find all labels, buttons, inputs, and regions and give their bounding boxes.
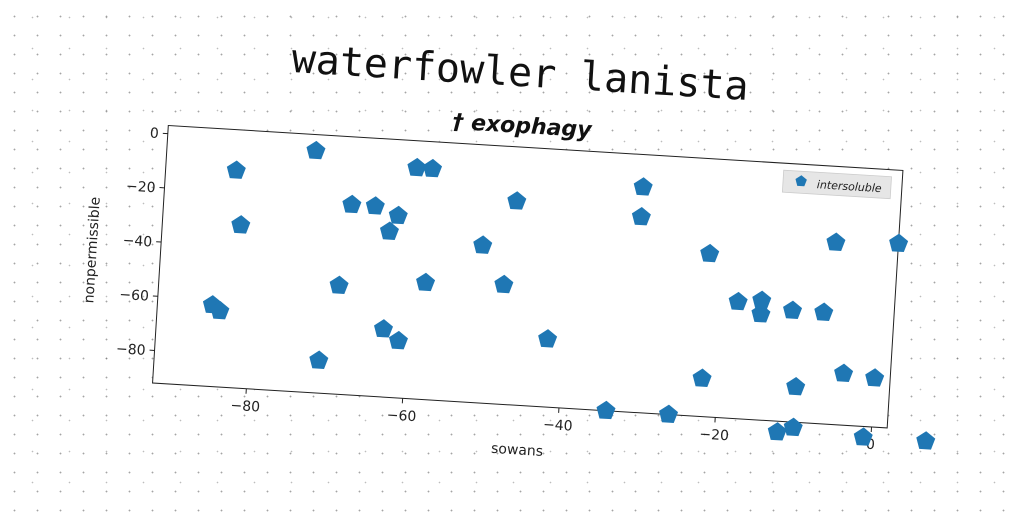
data-point xyxy=(407,157,427,177)
y-axis-label: nonpermissible xyxy=(81,196,103,303)
y-tick-label: −80 xyxy=(116,341,146,359)
data-point xyxy=(342,194,362,214)
axis-ticks: −80 −60 −40 −20 0 0 −20 −40 −60 −80 xyxy=(116,126,876,454)
data-point xyxy=(309,350,329,369)
x-axis-label: sowans xyxy=(491,441,544,460)
data-point xyxy=(538,329,558,348)
x-tick-label: −40 xyxy=(543,417,573,435)
data-point xyxy=(889,233,909,253)
data-point xyxy=(494,274,514,294)
data-point xyxy=(507,191,527,210)
data-point xyxy=(659,404,679,423)
data-point xyxy=(226,160,246,179)
data-point xyxy=(210,300,230,320)
data-point xyxy=(633,177,653,196)
data-point xyxy=(596,400,616,420)
data-point xyxy=(374,319,394,338)
data-point xyxy=(306,140,326,160)
x-tick-label: −20 xyxy=(699,427,729,445)
data-point xyxy=(631,207,651,226)
data-point xyxy=(388,330,408,350)
data-point xyxy=(767,422,787,441)
data-point xyxy=(692,368,712,387)
data-point xyxy=(700,243,720,263)
legend-marker-pentagon-icon xyxy=(795,175,807,187)
y-tick-label: −40 xyxy=(122,233,152,251)
data-point xyxy=(752,290,772,309)
data-point xyxy=(379,221,399,240)
y-tick-label: −20 xyxy=(125,179,155,197)
axes-frame xyxy=(152,124,904,429)
y-tick-label: −60 xyxy=(119,287,149,305)
data-point xyxy=(853,427,873,446)
data-point xyxy=(728,291,748,311)
y-tick-label: 0 xyxy=(149,126,159,143)
data-point xyxy=(783,417,803,437)
legend-box xyxy=(781,169,892,200)
chart-title: waterfowler lanista xyxy=(290,36,750,110)
data-point xyxy=(388,205,408,225)
x-tick-label: −80 xyxy=(230,398,260,416)
x-tick-label: 0 xyxy=(866,437,876,454)
chart-subtitle: † exophagy xyxy=(452,110,594,144)
data-point xyxy=(786,376,806,396)
data-points xyxy=(202,140,936,450)
data-point xyxy=(916,431,936,450)
data-point xyxy=(834,363,854,383)
data-point xyxy=(826,232,846,251)
data-point xyxy=(473,235,493,254)
data-point xyxy=(783,300,803,320)
x-tick-label: −60 xyxy=(386,407,416,425)
legend-label: intersoluble xyxy=(816,178,882,195)
data-point xyxy=(231,215,251,234)
data-point xyxy=(423,158,443,178)
data-point xyxy=(329,275,349,295)
data-point xyxy=(416,272,436,292)
legend: intersoluble xyxy=(781,169,892,200)
data-point xyxy=(365,196,385,215)
data-point xyxy=(814,302,834,321)
data-point xyxy=(865,368,885,387)
